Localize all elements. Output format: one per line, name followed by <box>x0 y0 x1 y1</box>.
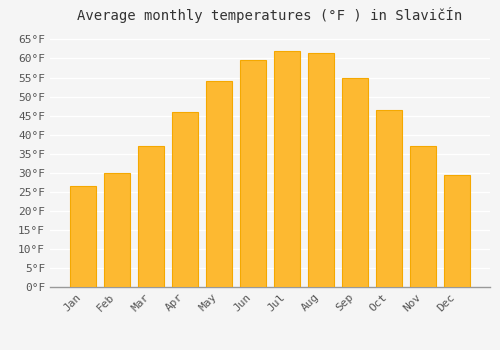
Bar <box>172 112 198 287</box>
Bar <box>104 173 130 287</box>
Bar <box>342 77 368 287</box>
Bar <box>444 175 470 287</box>
Bar <box>70 186 96 287</box>
Bar <box>308 53 334 287</box>
Bar <box>206 81 232 287</box>
Bar <box>240 60 266 287</box>
Bar <box>138 146 164 287</box>
Bar <box>274 51 300 287</box>
Bar <box>410 146 436 287</box>
Bar <box>376 110 402 287</box>
Title: Average monthly temperatures (°F ) in SlavičÍn: Average monthly temperatures (°F ) in Sl… <box>78 7 462 23</box>
